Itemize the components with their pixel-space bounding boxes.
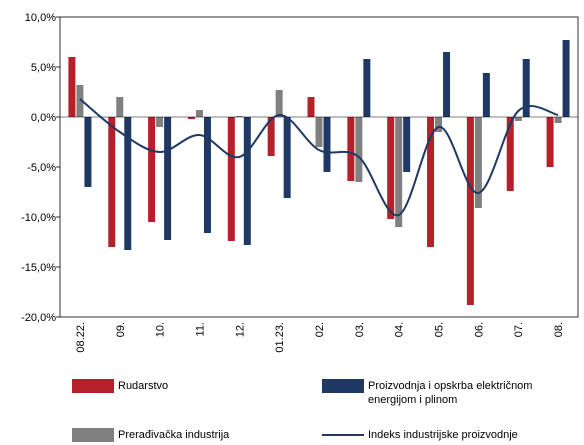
bar	[514, 117, 522, 121]
legend-label: Indeks industrijske proizvodnje	[368, 429, 518, 441]
bar	[427, 117, 435, 247]
legend-label: Rudarstvo	[118, 380, 169, 392]
bar	[187, 117, 195, 119]
bar	[116, 97, 124, 117]
bar	[148, 117, 156, 222]
legend-label: Proizvodnja i opskrba električnom energi…	[368, 380, 533, 406]
y-tick-label: -5,0%	[27, 162, 56, 174]
bar	[546, 117, 554, 167]
bar	[355, 117, 363, 182]
bar	[323, 117, 331, 172]
x-tick-label: 06.	[473, 322, 485, 337]
bar	[235, 116, 243, 117]
legend-item: Rudarstvo	[72, 379, 322, 393]
bar	[195, 110, 203, 117]
bar	[562, 40, 570, 117]
bar	[443, 52, 451, 117]
y-tick-label: 0,0%	[31, 112, 56, 124]
bar	[68, 57, 76, 117]
bar	[403, 117, 411, 172]
plot-frame	[59, 16, 579, 318]
bar	[363, 59, 371, 117]
bar	[124, 117, 132, 250]
bar	[283, 117, 291, 198]
bar	[466, 117, 474, 305]
bar	[522, 59, 530, 117]
x-tick-label: 08.22.	[75, 322, 87, 353]
bar	[156, 117, 164, 127]
bar	[307, 97, 315, 117]
bar	[482, 73, 490, 117]
bar	[76, 85, 84, 117]
x-tick-label: 12.	[234, 322, 246, 337]
bar	[267, 117, 275, 156]
bar	[84, 117, 92, 187]
legend-swatch	[322, 379, 364, 393]
bar	[315, 117, 323, 147]
legend-swatch	[322, 434, 364, 436]
legend-item: Indeks industrijske proizvodnje	[322, 428, 572, 442]
x-tick-label: 04.	[394, 322, 406, 337]
legend-label: Prerađivačka industrija	[118, 429, 230, 441]
bar	[243, 117, 251, 245]
bar	[395, 117, 403, 227]
bar	[203, 117, 211, 233]
bar	[435, 117, 443, 132]
legend-item: Proizvodnja i opskrba električnom energi…	[322, 379, 572, 407]
y-tick-label: 10,0%	[25, 12, 56, 24]
bar	[474, 117, 482, 208]
bar	[108, 117, 116, 247]
x-tick-label: 02.	[314, 322, 326, 337]
x-tick-label: 10.	[155, 322, 167, 337]
bar	[275, 90, 283, 117]
line	[79, 98, 559, 217]
x-tick-label: 11.	[194, 322, 206, 336]
bar	[387, 117, 395, 219]
y-tick-label: -10,0%	[21, 212, 56, 224]
bar	[164, 117, 172, 240]
x-tick-label: 03.	[354, 322, 366, 337]
bar	[227, 117, 235, 241]
x-tick-label: 09.	[115, 322, 127, 337]
y-tick-label: 5,0%	[31, 62, 56, 74]
legend-item: Prerađivačka industrija	[72, 428, 322, 442]
bar	[554, 117, 562, 123]
y-tick-label: -20,0%	[21, 312, 56, 324]
legend-swatch	[72, 379, 114, 393]
x-tick-label: 08.	[553, 322, 565, 337]
x-tick-label: 05.	[434, 322, 446, 337]
bar	[506, 117, 514, 191]
y-tick-label: -15,0%	[21, 262, 56, 274]
x-tick-label: 01.23.	[274, 322, 286, 353]
legend-swatch	[72, 428, 114, 442]
bar	[347, 117, 355, 181]
x-tick-label: 07.	[513, 322, 525, 337]
